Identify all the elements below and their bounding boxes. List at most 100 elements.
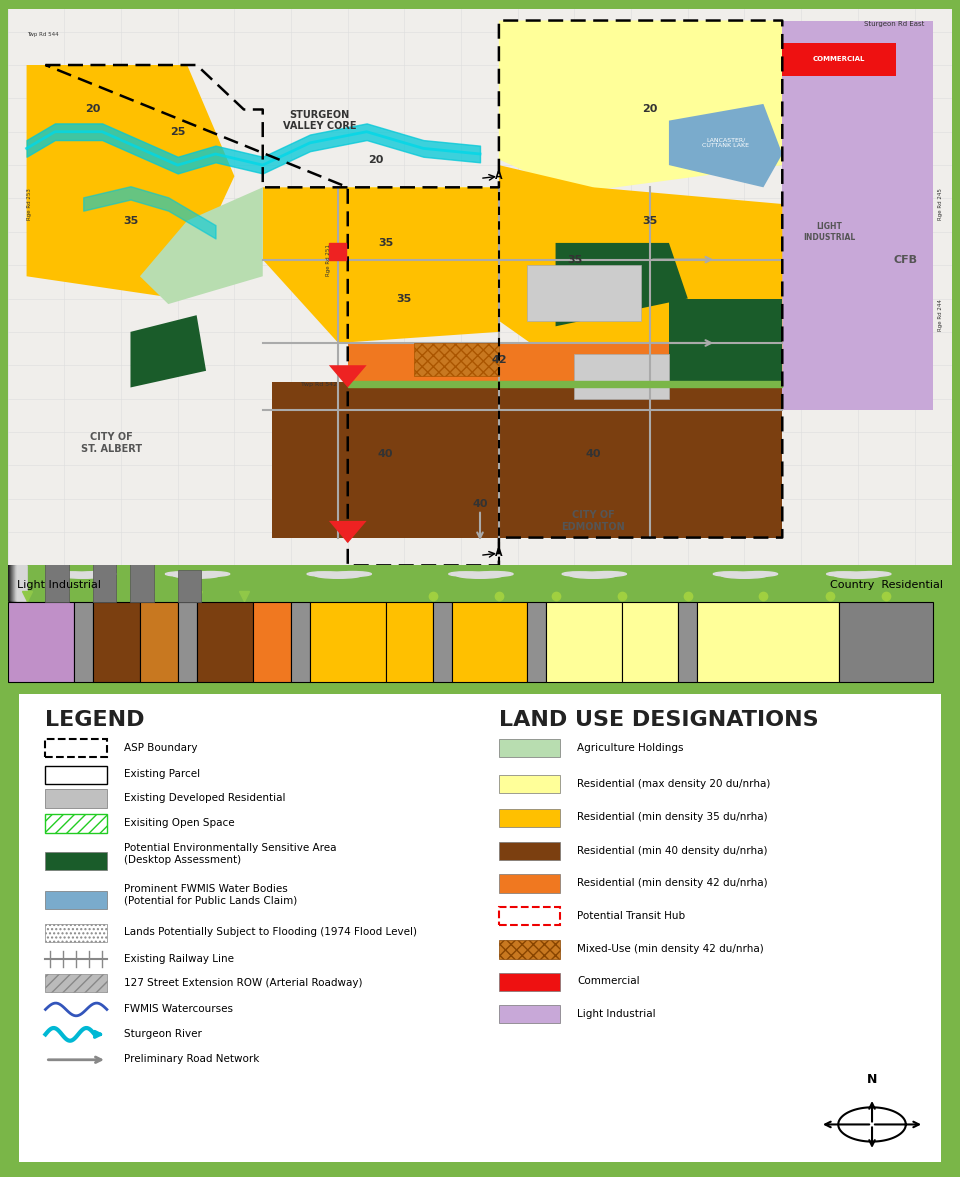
Text: Sturgeon River: Sturgeon River xyxy=(124,1029,202,1039)
Bar xyxy=(14,565,24,600)
Bar xyxy=(11,565,20,600)
Polygon shape xyxy=(669,104,782,187)
Bar xyxy=(17,565,26,600)
Bar xyxy=(12,565,21,600)
Bar xyxy=(93,571,116,603)
Bar xyxy=(10,565,19,600)
Bar xyxy=(8,565,17,600)
Bar xyxy=(414,343,499,377)
Text: 35: 35 xyxy=(396,293,412,304)
Text: Twp Rd 542: Twp Rd 542 xyxy=(301,383,338,387)
Bar xyxy=(622,603,679,683)
Circle shape xyxy=(721,572,768,578)
Bar xyxy=(9,565,18,600)
Circle shape xyxy=(79,572,116,577)
Bar xyxy=(11,565,20,600)
Text: Rge Rd 251: Rge Rd 251 xyxy=(326,244,331,275)
FancyBboxPatch shape xyxy=(45,975,107,992)
Bar xyxy=(16,565,26,600)
Bar xyxy=(74,603,93,683)
Bar xyxy=(15,565,25,600)
Bar xyxy=(16,565,26,600)
Bar xyxy=(348,381,782,387)
FancyBboxPatch shape xyxy=(45,852,107,870)
Bar xyxy=(140,603,178,683)
Bar xyxy=(12,565,20,600)
Bar xyxy=(11,565,19,600)
Bar xyxy=(16,565,25,600)
Bar xyxy=(13,565,22,600)
FancyBboxPatch shape xyxy=(499,940,561,958)
Bar xyxy=(527,265,640,321)
Bar xyxy=(14,565,24,600)
Bar xyxy=(329,242,346,260)
Bar xyxy=(12,565,20,600)
Text: COMMERCIAL: COMMERCIAL xyxy=(813,56,865,62)
Bar xyxy=(8,565,17,600)
Bar xyxy=(13,565,23,600)
Text: 35: 35 xyxy=(123,215,138,226)
Bar xyxy=(15,565,25,600)
Bar xyxy=(9,565,18,600)
Circle shape xyxy=(569,572,617,578)
FancyBboxPatch shape xyxy=(45,891,107,910)
Text: Potential Transit Hub: Potential Transit Hub xyxy=(577,911,685,920)
Bar xyxy=(9,565,18,600)
Bar xyxy=(10,565,18,600)
Polygon shape xyxy=(782,20,933,410)
Text: Residential (min density 35 du/nrha): Residential (min density 35 du/nrha) xyxy=(577,812,768,823)
Bar xyxy=(15,565,25,600)
Text: LANCASTER/
CUTTANK LAKE: LANCASTER/ CUTTANK LAKE xyxy=(702,138,749,148)
Bar xyxy=(11,565,20,600)
Text: LAND USE DESIGNATIONS: LAND USE DESIGNATIONS xyxy=(499,710,819,730)
Polygon shape xyxy=(273,381,782,538)
Circle shape xyxy=(853,572,891,577)
Bar xyxy=(12,565,21,600)
Bar xyxy=(12,565,21,600)
Bar xyxy=(14,565,24,600)
Text: Rge Rd 244: Rge Rd 244 xyxy=(938,299,943,331)
Bar xyxy=(291,603,310,683)
Text: Residential (max density 20 du/nrha): Residential (max density 20 du/nrha) xyxy=(577,779,771,789)
Text: FWMIS Watercourses: FWMIS Watercourses xyxy=(124,1004,233,1013)
Text: Rge Rd 245: Rge Rd 245 xyxy=(938,188,943,220)
Bar xyxy=(12,565,22,600)
Bar xyxy=(15,565,25,600)
Circle shape xyxy=(307,572,341,577)
FancyBboxPatch shape xyxy=(45,765,107,784)
Text: 42: 42 xyxy=(492,354,507,365)
Polygon shape xyxy=(499,187,782,387)
Bar xyxy=(13,565,23,600)
Bar xyxy=(11,565,20,600)
Bar xyxy=(12,565,22,600)
Polygon shape xyxy=(499,20,782,193)
Polygon shape xyxy=(27,65,234,299)
Bar xyxy=(13,565,23,600)
Bar xyxy=(11,565,20,600)
Circle shape xyxy=(333,572,372,577)
Bar xyxy=(10,565,19,600)
Text: 35: 35 xyxy=(642,215,658,226)
Bar xyxy=(12,565,22,600)
Bar xyxy=(14,565,24,600)
Text: 40: 40 xyxy=(586,450,601,459)
Bar xyxy=(11,565,20,600)
FancyBboxPatch shape xyxy=(499,739,561,757)
Text: N: N xyxy=(867,1073,877,1086)
FancyBboxPatch shape xyxy=(499,875,561,892)
Bar xyxy=(16,565,26,600)
Bar xyxy=(16,565,26,600)
Bar xyxy=(839,603,933,683)
Bar xyxy=(9,565,17,600)
Bar xyxy=(16,565,26,600)
Text: LIGHT
INDUSTRIAL: LIGHT INDUSTRIAL xyxy=(804,222,855,241)
Text: Preliminary Road Network: Preliminary Road Network xyxy=(124,1055,259,1064)
Bar xyxy=(12,565,22,600)
Bar xyxy=(310,603,386,683)
Text: 127 Street Extension ROW (Arterial Roadway): 127 Street Extension ROW (Arterial Roadw… xyxy=(124,978,362,988)
Bar xyxy=(178,563,202,603)
Bar xyxy=(679,603,697,683)
Bar xyxy=(16,565,26,600)
Text: 20: 20 xyxy=(642,105,658,114)
Circle shape xyxy=(192,572,229,577)
